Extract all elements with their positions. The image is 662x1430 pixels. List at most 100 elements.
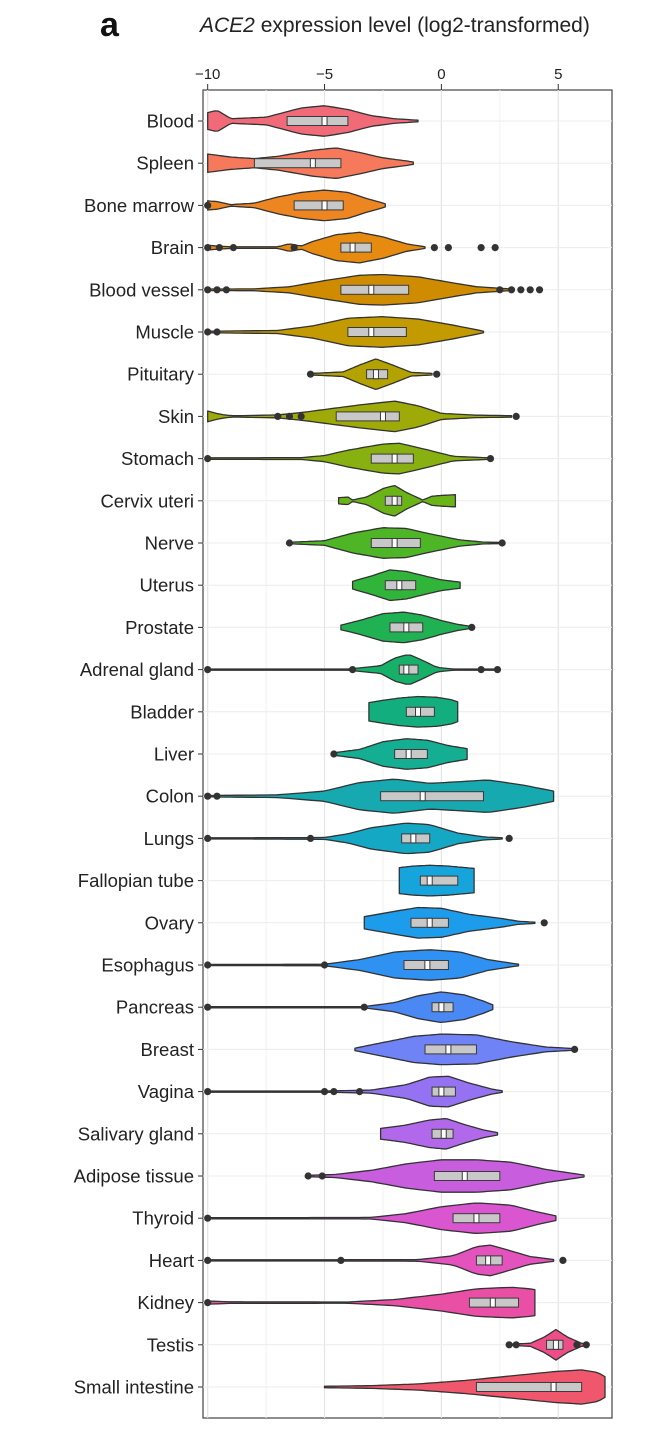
violin-group-bone-marrow (204, 189, 386, 222)
outlier-point (330, 1088, 338, 1096)
outlier-point (213, 286, 221, 294)
category-label-bladder: Bladder (130, 701, 194, 722)
iqr-box (347, 327, 407, 337)
outlier-point (517, 286, 525, 294)
outlier-point (306, 370, 315, 378)
median-marker (396, 580, 403, 591)
outlier-point (468, 623, 476, 632)
outlier-point (204, 792, 212, 800)
violin-group-pituitary (306, 358, 441, 390)
violin-shape (207, 1286, 536, 1319)
x-tick-label: 0 (437, 66, 445, 83)
violin-group-bladder (368, 695, 459, 728)
x-tick-label: 5 (554, 66, 562, 83)
outlier-point (204, 455, 212, 463)
violin-group-blood-vessel (204, 273, 544, 306)
category-label-brain: Brain (151, 237, 194, 258)
median-marker (489, 1297, 496, 1308)
outlier-point (285, 539, 294, 547)
violin-group-kidney (204, 1286, 536, 1319)
outlier-point (433, 370, 441, 378)
median-marker (550, 1382, 557, 1392)
category-label-pituitary: Pituitary (127, 364, 195, 385)
outlier-point (290, 244, 298, 252)
violin-group-vagina (204, 1075, 503, 1108)
chart-title: ACE2 expression level (log2-transformed) (200, 14, 590, 38)
median-marker (391, 538, 398, 548)
median-marker (424, 960, 431, 970)
violin-group-adrenal-gland (204, 654, 502, 685)
outlier-point (204, 834, 212, 843)
outlier-point (498, 539, 506, 547)
median-marker (372, 369, 379, 380)
median-marker (461, 1171, 468, 1181)
median-marker (403, 664, 410, 675)
violin-shape (207, 1075, 503, 1108)
outlier-point (204, 328, 212, 336)
median-marker (309, 158, 316, 169)
outlier-point (204, 666, 212, 674)
median-marker (403, 622, 410, 633)
outlier-point (204, 201, 212, 209)
median-marker (440, 1128, 447, 1139)
violin-group-thyroid (204, 1202, 557, 1234)
category-label-vagina: Vagina (138, 1081, 195, 1102)
outlier-point (204, 1256, 212, 1264)
iqr-box (335, 411, 400, 422)
iqr-box (380, 791, 484, 802)
category-label-blood-vessel: Blood vessel (89, 279, 194, 300)
category-label-colon: Colon (146, 786, 194, 807)
outlier-point (355, 1088, 364, 1096)
violin-group-uterus (351, 569, 461, 602)
x-tick-label: −5 (316, 66, 333, 83)
x-tick-label: −10 (195, 66, 220, 83)
outlier-point (204, 244, 212, 252)
chart-title-rest: expression level (log2-transformed) (254, 14, 590, 37)
outlier-point (213, 328, 221, 336)
category-label-pancreas: Pancreas (116, 997, 194, 1018)
outlier-point (213, 792, 221, 800)
median-marker (368, 284, 375, 295)
outlier-point (204, 286, 212, 294)
median-marker (321, 200, 328, 211)
violin-group-skin (207, 400, 520, 433)
outlier-point (540, 919, 548, 927)
violin-group-liver (330, 738, 468, 770)
iqr-box (340, 284, 410, 295)
median-marker (391, 495, 398, 506)
median-marker (419, 791, 426, 802)
category-label-thyroid: Thyroid (132, 1208, 194, 1229)
iqr-box (340, 242, 372, 253)
violin-group-breast (354, 1033, 579, 1066)
category-label-nerve: Nerve (145, 533, 194, 554)
outlier-point (222, 286, 230, 294)
median-marker (445, 1044, 452, 1055)
violin-shape (207, 991, 494, 1024)
category-label-adipose-tissue: Adipose tissue (74, 1166, 194, 1187)
outlier-point (512, 1341, 520, 1349)
outlier-point (573, 1341, 581, 1349)
outlier-point (444, 244, 452, 252)
violin-shape (207, 1202, 557, 1234)
violin-shape (207, 1244, 555, 1277)
outlier-point (493, 666, 502, 674)
violin-group-pancreas (204, 991, 494, 1024)
outlier-point (496, 286, 504, 294)
outlier-point (337, 1256, 345, 1264)
outlier-point (297, 412, 305, 420)
outlier-point (505, 1341, 513, 1349)
outlier-point (204, 1088, 212, 1096)
outlier-point (535, 286, 544, 294)
outlier-point (204, 1003, 212, 1011)
outlier-point (491, 244, 499, 252)
category-label-ovary: Ovary (145, 912, 195, 933)
median-marker (321, 116, 328, 126)
violin-group-prostate (340, 611, 476, 644)
violin-group-salivary-gland (379, 1117, 499, 1150)
category-label-lungs: Lungs (144, 828, 194, 849)
violin-group-colon (204, 778, 555, 814)
violin-shape (323, 1369, 606, 1405)
median-marker (473, 1213, 480, 1224)
iqr-box (475, 1382, 583, 1392)
median-marker (405, 749, 412, 759)
